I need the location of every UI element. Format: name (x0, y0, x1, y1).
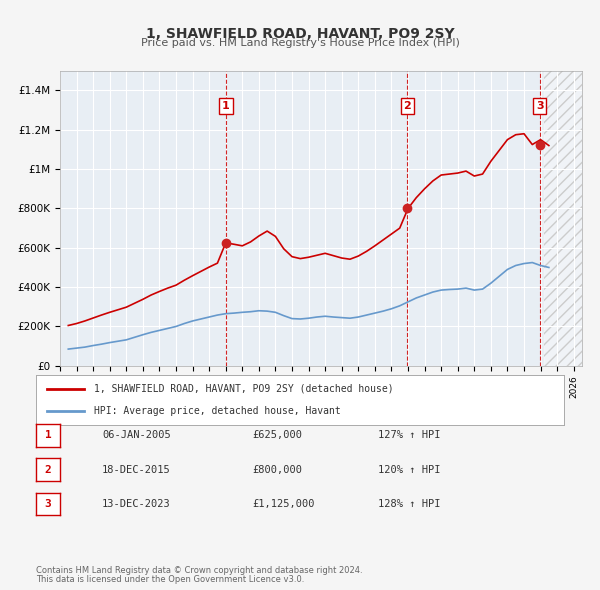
Text: HPI: Average price, detached house, Havant: HPI: Average price, detached house, Hava… (94, 406, 341, 416)
Text: Price paid vs. HM Land Registry's House Price Index (HPI): Price paid vs. HM Land Registry's House … (140, 38, 460, 48)
Text: 3: 3 (536, 101, 544, 111)
Text: 2: 2 (403, 101, 411, 111)
Text: £800,000: £800,000 (252, 465, 302, 474)
Text: 06-JAN-2005: 06-JAN-2005 (102, 431, 171, 440)
Bar (544, 71, 582, 366)
Text: 127% ↑ HPI: 127% ↑ HPI (378, 431, 440, 440)
Text: 13-DEC-2023: 13-DEC-2023 (102, 499, 171, 509)
Text: 18-DEC-2015: 18-DEC-2015 (102, 465, 171, 474)
Text: 120% ↑ HPI: 120% ↑ HPI (378, 465, 440, 474)
Text: 1, SHAWFIELD ROAD, HAVANT, PO9 2SY: 1, SHAWFIELD ROAD, HAVANT, PO9 2SY (146, 27, 454, 41)
Text: £1,125,000: £1,125,000 (252, 499, 314, 509)
Text: 3: 3 (44, 499, 52, 509)
Text: 1, SHAWFIELD ROAD, HAVANT, PO9 2SY (detached house): 1, SHAWFIELD ROAD, HAVANT, PO9 2SY (deta… (94, 384, 394, 394)
Bar (544, 71, 582, 366)
Text: This data is licensed under the Open Government Licence v3.0.: This data is licensed under the Open Gov… (36, 575, 304, 584)
Text: 2: 2 (44, 465, 52, 474)
Text: £625,000: £625,000 (252, 431, 302, 440)
Text: 1: 1 (222, 101, 230, 111)
Text: Contains HM Land Registry data © Crown copyright and database right 2024.: Contains HM Land Registry data © Crown c… (36, 566, 362, 575)
Text: 1: 1 (44, 431, 52, 440)
Text: 128% ↑ HPI: 128% ↑ HPI (378, 499, 440, 509)
